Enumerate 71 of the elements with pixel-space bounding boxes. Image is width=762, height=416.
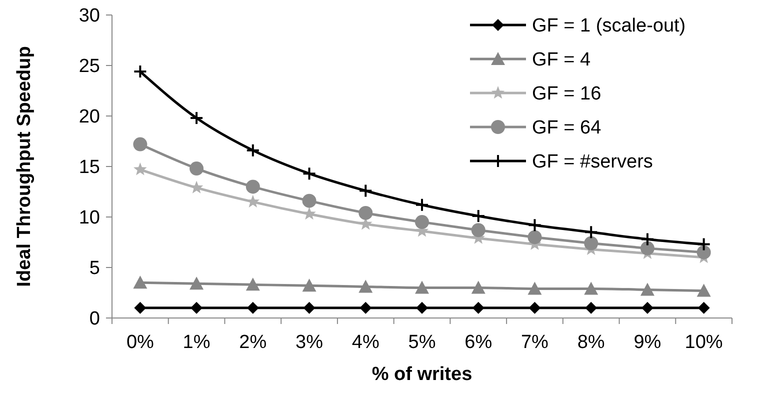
point — [133, 64, 148, 79]
point — [133, 137, 148, 152]
x-tick-label: 2% — [239, 332, 267, 353]
point — [358, 206, 373, 220]
point — [528, 230, 542, 244]
y-tick-label: 30 — [78, 6, 100, 27]
point — [471, 280, 486, 294]
x-tick-label: 8% — [577, 332, 605, 353]
legend-label: GF = 64 — [532, 118, 602, 139]
point — [190, 162, 204, 176]
point — [190, 111, 204, 126]
x-tick-label: 1% — [182, 332, 210, 353]
x-tick-label: 6% — [464, 332, 492, 353]
x-tick-label: 5% — [408, 332, 436, 353]
point — [528, 282, 542, 295]
point — [585, 302, 598, 314]
point — [302, 278, 316, 292]
point — [190, 276, 204, 290]
y-tick-label: 15 — [78, 157, 100, 178]
x-tick-label: 4% — [352, 332, 380, 353]
x-tick-label: 9% — [634, 332, 662, 353]
point — [696, 245, 711, 260]
point — [640, 232, 654, 246]
x-tick-label: 10% — [684, 332, 723, 353]
point — [134, 302, 146, 314]
point — [471, 223, 486, 238]
y-tick-label: 25 — [78, 56, 100, 78]
point — [415, 280, 429, 294]
point — [415, 198, 429, 212]
point — [302, 166, 316, 181]
legend-label: GF = 4 — [532, 50, 592, 71]
point — [360, 302, 372, 314]
point — [528, 218, 542, 232]
point — [640, 241, 654, 256]
y-tick-label: 10 — [78, 208, 100, 229]
point — [415, 215, 429, 230]
point — [246, 278, 260, 291]
point — [640, 282, 654, 296]
point — [134, 162, 147, 176]
point — [584, 236, 598, 250]
x-tick-label: 7% — [520, 332, 549, 353]
legend-label: GF = #servers — [532, 152, 653, 173]
point — [133, 276, 148, 289]
legend-label: GF = 1 (scale-out) — [532, 16, 686, 37]
point — [696, 237, 711, 252]
point — [584, 225, 598, 240]
point — [698, 302, 710, 314]
y-tick-label: 20 — [78, 106, 100, 128]
point — [696, 284, 711, 297]
point — [472, 302, 484, 314]
y-tick-label: 5 — [89, 258, 100, 280]
point — [584, 282, 598, 295]
y-axis-title: Ideal Throughput Speedup — [14, 46, 35, 287]
point — [303, 302, 316, 314]
point — [246, 143, 260, 158]
point — [190, 302, 203, 314]
point — [528, 302, 541, 314]
point — [302, 194, 316, 208]
x-axis-title: % of writes — [372, 364, 472, 385]
point — [416, 302, 428, 314]
point — [358, 280, 373, 293]
x-tick-label: 0% — [126, 332, 154, 353]
point — [246, 302, 259, 314]
point — [246, 180, 260, 194]
point — [302, 206, 316, 220]
legend-label: GF = 16 — [532, 84, 602, 105]
point — [358, 184, 373, 198]
x-tick-label: 3% — [296, 332, 324, 353]
y-tick-label: 0 — [89, 308, 100, 330]
point — [471, 208, 486, 223]
point — [641, 302, 654, 314]
